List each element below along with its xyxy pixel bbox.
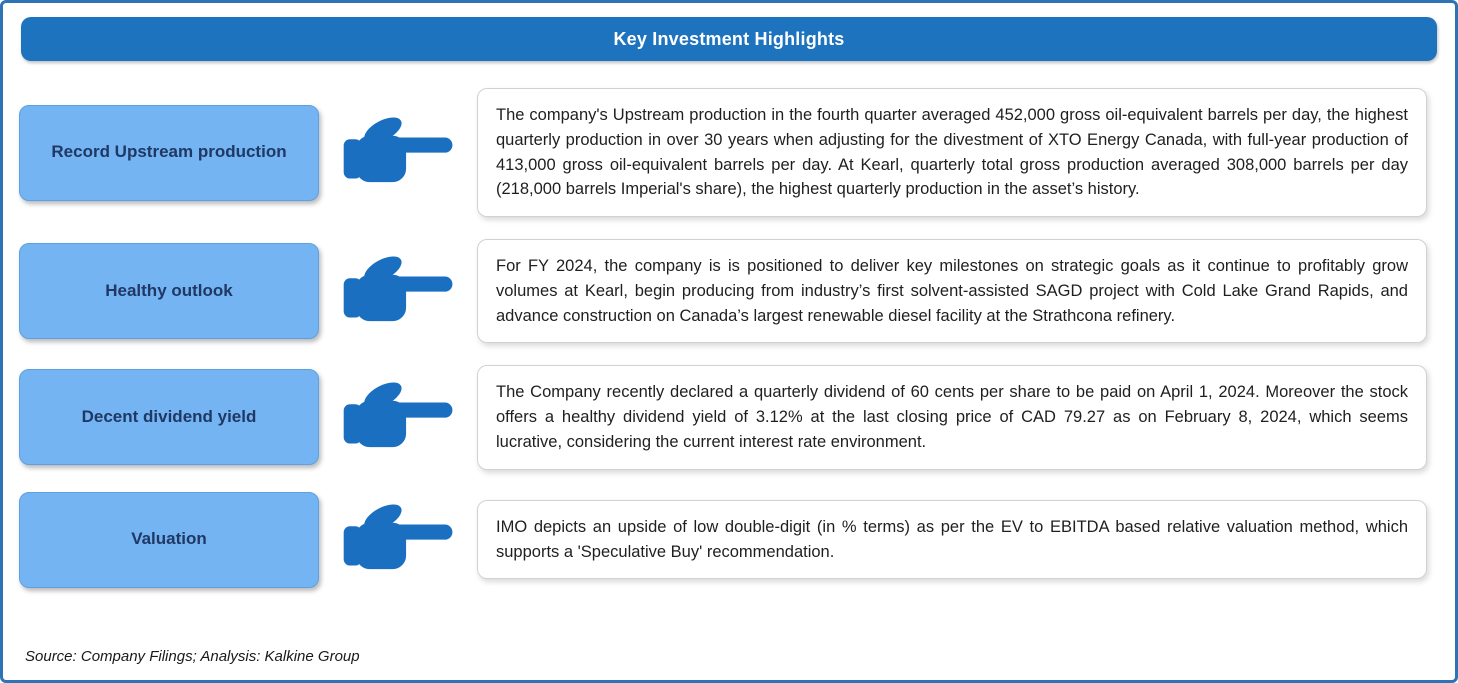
pointing-hand-icon bbox=[331, 496, 466, 583]
highlight-row: Healthy outlook For FY 2024, the compa bbox=[19, 239, 1439, 344]
label-text: Record Upstream production bbox=[51, 142, 287, 162]
header-bar: Key Investment Highlights bbox=[21, 17, 1437, 61]
hand-column bbox=[319, 248, 477, 335]
highlight-text: IMO depicts an upside of low double-digi… bbox=[496, 517, 1408, 561]
label-box-healthy-outlook: Healthy outlook bbox=[19, 243, 319, 340]
hand-column bbox=[319, 374, 477, 461]
hand-column bbox=[319, 496, 477, 583]
pointing-hand-icon bbox=[331, 248, 466, 335]
label-box-decent-dividend-yield: Decent dividend yield bbox=[19, 369, 319, 466]
text-box: The company's Upstream production in the… bbox=[477, 88, 1427, 217]
pointing-hand-icon bbox=[331, 109, 466, 196]
footer: Source: Company Filings; Analysis: Kalki… bbox=[3, 646, 1455, 680]
label-text: Valuation bbox=[131, 529, 207, 549]
hand-column bbox=[319, 109, 477, 196]
text-box: For FY 2024, the company is is positione… bbox=[477, 239, 1427, 344]
highlight-rows: Record Upstream production The company bbox=[3, 69, 1455, 646]
highlight-text: The Company recently declared a quarterl… bbox=[496, 383, 1408, 451]
highlight-row: Valuation IMO depicts an upside of low bbox=[19, 491, 1439, 588]
pointing-hand-icon bbox=[331, 374, 466, 461]
label-text: Decent dividend yield bbox=[81, 406, 257, 426]
label-box-valuation: Valuation bbox=[19, 491, 319, 588]
page-title: Key Investment Highlights bbox=[613, 28, 845, 49]
text-box: The Company recently declared a quarterl… bbox=[477, 365, 1427, 470]
source-note: Source: Company Filings; Analysis: Kalki… bbox=[25, 648, 360, 665]
highlight-row: Record Upstream production The company bbox=[19, 88, 1439, 217]
highlight-text: For FY 2024, the company is is positione… bbox=[496, 257, 1408, 325]
label-box-record-upstream-production: Record Upstream production bbox=[19, 104, 319, 201]
highlight-text: The company's Upstream production in the… bbox=[496, 106, 1408, 199]
text-box: IMO depicts an upside of low double-digi… bbox=[477, 499, 1427, 580]
highlight-row: Decent dividend yield The Company rece bbox=[19, 365, 1439, 470]
label-text: Healthy outlook bbox=[105, 280, 233, 300]
